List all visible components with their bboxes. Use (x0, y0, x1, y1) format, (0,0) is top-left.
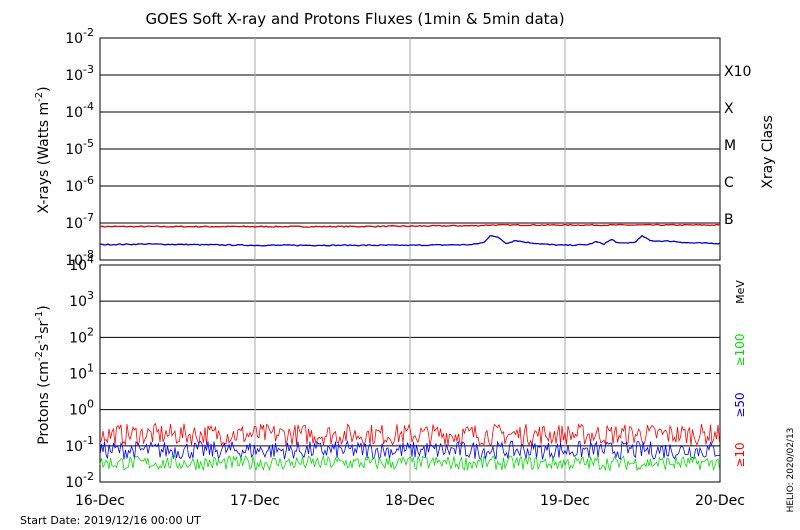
xray-class-label: M (724, 138, 736, 154)
xray-class-label: X10 (724, 64, 751, 80)
start-date: Start Date: 2019/12/16 00:00 UT (20, 514, 201, 527)
y-tick-label: 10-5 (65, 137, 94, 158)
proton-series-line (99, 422, 720, 447)
y-tick-label: 10-8 (65, 248, 94, 269)
helio-stamp: HELIO: 2020/02/13 (786, 428, 796, 513)
chart-title: GOES Soft X-ray and Protons Fluxes (1min… (145, 10, 564, 28)
proton-y-axis-label: Protons (cm-2s-1sr-1) (34, 305, 52, 444)
day-separators (254, 38, 566, 482)
y-tick-label: 10-1 (65, 434, 94, 455)
y-tick-label: 101 (69, 362, 94, 383)
mev-unit-label: MeV (734, 280, 747, 304)
energy-label: ≥10 (733, 442, 747, 467)
proton-y-tick-labels: 104 103 102 101 100 10-1 10-2 (65, 253, 94, 491)
x-tick-label: 16-Dec (75, 493, 125, 509)
x-tick-label: 18-Dec (385, 493, 435, 509)
xray-y-tick-labels: 10-2 10-3 10-4 10-5 10-6 10-7 10-8 (65, 26, 94, 269)
xray-class-axis-label: Xray Class (760, 115, 776, 189)
xray-series-group (99, 223, 721, 247)
y-tick-label: 10-2 (65, 470, 94, 491)
x-tick-label: 20-Dec (695, 493, 745, 509)
xray-y-axis-label: X-rays (Watts m-2) (34, 86, 52, 213)
proton-series-line (99, 454, 720, 472)
x-tick-label: 17-Dec (230, 493, 280, 509)
y-tick-label: 10-4 (65, 100, 94, 121)
x-tick-labels: 16-Dec 17-Dec 18-Dec 19-Dec 20-Dec (75, 493, 745, 509)
y-tick-label: 104 (69, 253, 94, 274)
xray-series-line (99, 234, 721, 247)
proton-series-group (99, 422, 720, 472)
proton-energy-labels: ≥100 ≥50 ≥10 (733, 334, 747, 468)
xray-class-label: C (724, 175, 734, 191)
energy-label: ≥100 (733, 334, 747, 367)
xray-class-labels: X10 X M C B (724, 64, 751, 228)
y-tick-label: 102 (69, 325, 94, 346)
energy-label: ≥50 (733, 392, 747, 417)
y-tick-label: 10-6 (65, 174, 94, 195)
y-tick-label: 103 (69, 289, 94, 310)
y-tick-label: 10-3 (65, 63, 94, 84)
xray-class-label: B (724, 212, 734, 228)
y-tick-label: 10-7 (65, 211, 94, 232)
proton-series-line (99, 440, 720, 461)
xray-series-line (99, 223, 721, 228)
y-tick-label: 100 (69, 398, 94, 419)
xray-class-label: X (724, 101, 734, 117)
x-tick-label: 19-Dec (540, 493, 590, 509)
y-tick-label: 10-2 (65, 26, 94, 47)
